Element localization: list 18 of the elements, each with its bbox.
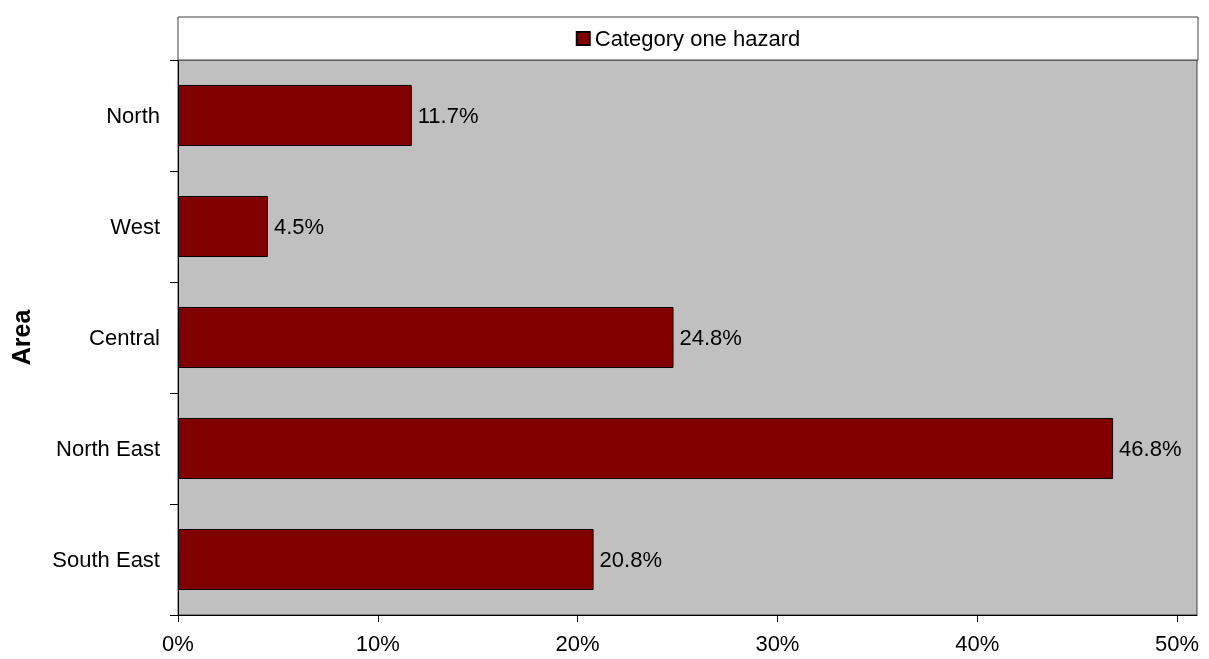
y-axis-title: Area — [6, 308, 35, 366]
x-tick-label: 0% — [162, 630, 194, 656]
x-tick-label: 50% — [1155, 630, 1200, 656]
x-tick-label: 30% — [755, 630, 800, 656]
y-tick-label: North — [106, 103, 160, 128]
x-tick-label: 20% — [555, 630, 600, 656]
y-tick-label: South East — [52, 547, 160, 572]
data-label: 24.8% — [679, 325, 742, 350]
y-tick-label: North East — [56, 436, 160, 461]
data-label: 11.7% — [417, 103, 479, 128]
x-tick-label: 40% — [955, 630, 1000, 656]
y-tick-label: West — [110, 214, 160, 239]
data-label: 46.8% — [1119, 436, 1182, 461]
y-tick-label: Central — [89, 325, 160, 350]
x-tick-label: 10% — [355, 630, 400, 656]
legend-label: Category one hazard — [594, 26, 801, 51]
data-label: 20.8% — [599, 547, 662, 572]
data-label: 4.5% — [273, 214, 325, 239]
